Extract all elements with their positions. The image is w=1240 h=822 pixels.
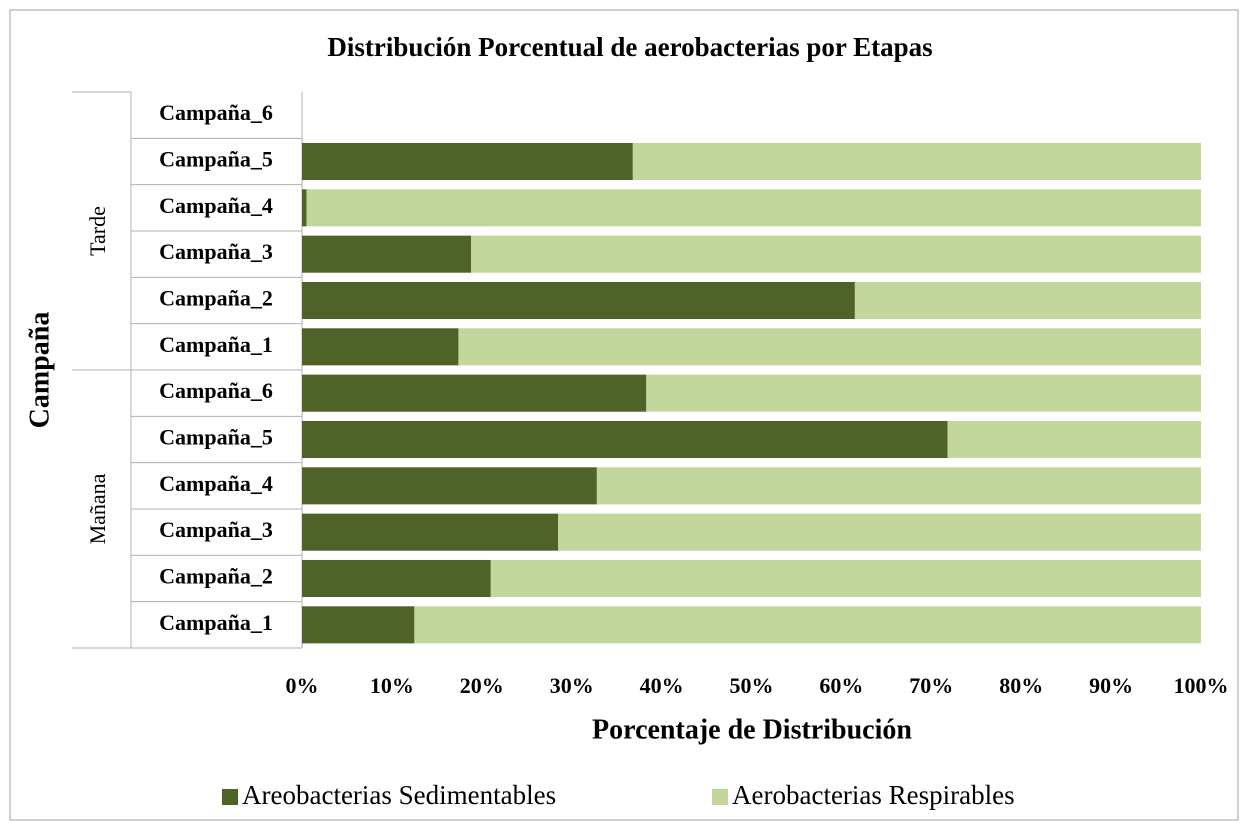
legend-swatch xyxy=(712,789,728,805)
legend-label: Areobacterias Sedimentables xyxy=(242,780,556,810)
legend-swatch xyxy=(222,789,238,805)
y-tick-label: Campaña_3 xyxy=(159,517,273,542)
bar xyxy=(306,189,1201,227)
y-tick-label: Campaña_5 xyxy=(159,425,273,450)
x-tick-label: 80% xyxy=(999,673,1043,698)
y-tick-label: Campaña_3 xyxy=(159,239,273,264)
y-axis-title: Campaña xyxy=(24,312,55,429)
bar xyxy=(414,606,1201,644)
bar xyxy=(471,235,1202,273)
bar xyxy=(854,281,1201,320)
x-tick-label: 20% xyxy=(460,673,504,698)
bar xyxy=(646,374,1201,412)
bar xyxy=(302,374,647,412)
bar xyxy=(302,235,472,273)
x-tick-label: 90% xyxy=(1089,673,1133,698)
bar xyxy=(302,467,597,505)
bar xyxy=(302,328,459,366)
y-tick-label: Campaña_2 xyxy=(159,286,273,311)
y-tick-label: Campaña_1 xyxy=(159,610,273,635)
x-tick-label: 60% xyxy=(819,673,863,698)
bar xyxy=(596,467,1201,505)
x-tick-label: 10% xyxy=(370,673,414,698)
y-tick-label: Campaña_6 xyxy=(159,100,273,125)
x-tick-label: 50% xyxy=(730,673,774,698)
chart-title: Distribución Porcentual de aerobacterias… xyxy=(327,32,932,62)
y-tick-label: Campaña_4 xyxy=(159,471,273,496)
x-tick-label: 100% xyxy=(1174,673,1229,698)
bar xyxy=(558,513,1201,551)
y-tick-label: Campaña_2 xyxy=(159,564,273,589)
x-tick-label: 30% xyxy=(550,673,594,698)
bar xyxy=(490,559,1201,598)
group-label: Tarde xyxy=(85,206,110,256)
y-tick-label: Campaña_1 xyxy=(159,332,273,357)
bar xyxy=(302,420,948,459)
bar xyxy=(302,513,559,551)
bar xyxy=(302,189,307,227)
x-axis-title: Porcentaje de Distribución xyxy=(592,714,912,745)
bar xyxy=(302,559,491,598)
bar xyxy=(947,420,1201,459)
bar xyxy=(302,281,855,320)
legend-label: Aerobacterias Respirables xyxy=(732,780,1015,810)
bar xyxy=(302,142,633,181)
group-label: Mañana xyxy=(85,473,110,544)
y-tick-label: Campaña_6 xyxy=(159,378,273,403)
bar xyxy=(302,606,415,644)
y-tick-label: Campaña_5 xyxy=(159,147,273,172)
x-tick-label: 0% xyxy=(286,673,319,698)
chart-border xyxy=(9,9,1239,821)
bar xyxy=(458,328,1201,366)
y-tick-label: Campaña_4 xyxy=(159,193,273,218)
x-tick-label: 40% xyxy=(640,673,684,698)
x-tick-label: 70% xyxy=(909,673,953,698)
bar xyxy=(632,142,1201,181)
